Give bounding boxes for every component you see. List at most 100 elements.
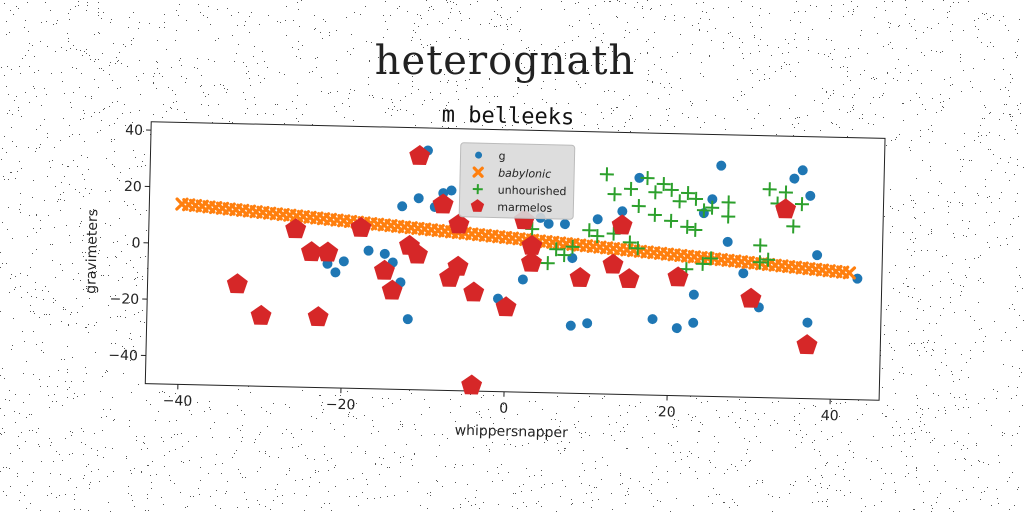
point-marmelos xyxy=(407,243,428,264)
point-g xyxy=(671,323,682,334)
point-g xyxy=(647,314,658,325)
point-unhourished xyxy=(640,171,655,186)
point-g xyxy=(565,320,576,331)
legend: g babylonic unhourished marmelos xyxy=(458,142,576,220)
point-unhourished xyxy=(565,239,580,254)
point-unhourished xyxy=(549,242,564,257)
legend-label-babylonic: babylonic xyxy=(498,167,551,181)
point-unhourished xyxy=(688,222,703,237)
point-g xyxy=(688,289,699,300)
point-unhourished xyxy=(599,167,614,182)
legend-label-unhourished: unhourished xyxy=(498,184,567,199)
x-tick-label: 20 xyxy=(658,404,676,420)
series-babylonic xyxy=(175,197,857,280)
point-marmelos xyxy=(285,218,307,239)
y-tick-label: 0 xyxy=(131,235,140,251)
point-marmelos xyxy=(409,145,431,166)
point-marmelos xyxy=(602,253,624,274)
x-tick-label: −40 xyxy=(163,393,193,410)
point-marmelos xyxy=(611,214,633,235)
point-unhourished xyxy=(647,207,662,222)
point-g xyxy=(812,250,823,261)
point-marmelos xyxy=(521,251,542,272)
point-g xyxy=(617,206,628,217)
point-unhourished xyxy=(680,186,696,201)
x-axis-ticks: −40 −20 0 20 40 xyxy=(163,384,839,424)
point-unhourished xyxy=(582,223,597,238)
point-g xyxy=(707,194,718,205)
point-g xyxy=(789,173,800,184)
point-g xyxy=(688,317,699,328)
legend-box xyxy=(458,142,576,220)
point-g xyxy=(338,256,349,267)
point-marmelos xyxy=(226,273,248,294)
point-g xyxy=(797,165,808,176)
point-marmelos xyxy=(618,268,640,289)
point-marmelos xyxy=(350,216,372,237)
point-g xyxy=(517,274,528,285)
point-g xyxy=(363,245,374,256)
point-unhourished xyxy=(752,255,767,270)
point-unhourished xyxy=(689,191,704,206)
point-unhourished xyxy=(680,219,695,234)
point-unhourished xyxy=(778,185,793,200)
point-unhourished xyxy=(786,219,801,234)
x-axis-label: whippersnapper xyxy=(454,423,568,442)
y-axis-ticks: −40 −20 0 20 40 xyxy=(108,123,152,365)
point-marmelos xyxy=(448,213,470,234)
point-g xyxy=(446,185,457,196)
y-tick-label: 20 xyxy=(124,179,142,195)
point-unhourished xyxy=(656,177,671,192)
point-g xyxy=(738,268,749,279)
point-marmelos xyxy=(775,198,797,219)
point-unhourished xyxy=(607,187,622,202)
point-marmelos xyxy=(521,234,543,255)
point-g xyxy=(722,236,733,247)
x-tick-label: 40 xyxy=(821,408,839,424)
point-g xyxy=(802,317,813,328)
point-unhourished xyxy=(623,181,639,196)
point-unhourished xyxy=(664,182,679,197)
plot-area xyxy=(144,121,886,401)
point-marmelos xyxy=(250,304,272,325)
point-marmelos xyxy=(463,281,485,302)
point-g xyxy=(634,172,645,183)
point-g xyxy=(852,273,863,284)
x-tick-label: −20 xyxy=(326,397,356,414)
point-unhourished xyxy=(648,185,663,200)
point-unhourished xyxy=(721,209,736,224)
point-marmelos xyxy=(317,241,339,262)
point-unhourished xyxy=(761,252,776,267)
point-unhourished xyxy=(540,256,555,271)
point-marmelos xyxy=(569,266,591,288)
point-marmelos xyxy=(667,266,689,287)
point-unhourished xyxy=(703,251,719,266)
legend-marker-babylonic xyxy=(472,166,484,178)
y-tick-label: 40 xyxy=(125,123,143,139)
point-marmelos xyxy=(439,266,461,287)
point-g xyxy=(582,318,593,329)
point-marmelos xyxy=(300,241,322,262)
point-g xyxy=(543,218,554,229)
point-unhourished xyxy=(631,199,646,214)
point-g xyxy=(592,214,603,225)
point-g xyxy=(413,193,424,204)
point-unhourished xyxy=(557,248,572,263)
legend-marker-marmelos xyxy=(470,199,485,212)
point-unhourished xyxy=(696,203,711,218)
point-unhourished xyxy=(794,197,809,212)
point-unhourished xyxy=(630,241,645,256)
point-babylonic xyxy=(842,266,857,280)
legend-label-g: g xyxy=(498,150,505,163)
point-g xyxy=(716,160,727,171)
point-g xyxy=(402,314,413,325)
point-unhourished xyxy=(590,229,605,244)
point-unhourished xyxy=(753,238,768,253)
y-tick-label: −40 xyxy=(108,348,138,365)
legend-marker-g xyxy=(475,151,483,159)
point-g xyxy=(330,267,341,278)
point-marmelos xyxy=(461,374,483,395)
y-tick-label: −20 xyxy=(109,291,139,308)
point-marmelos xyxy=(740,287,762,308)
